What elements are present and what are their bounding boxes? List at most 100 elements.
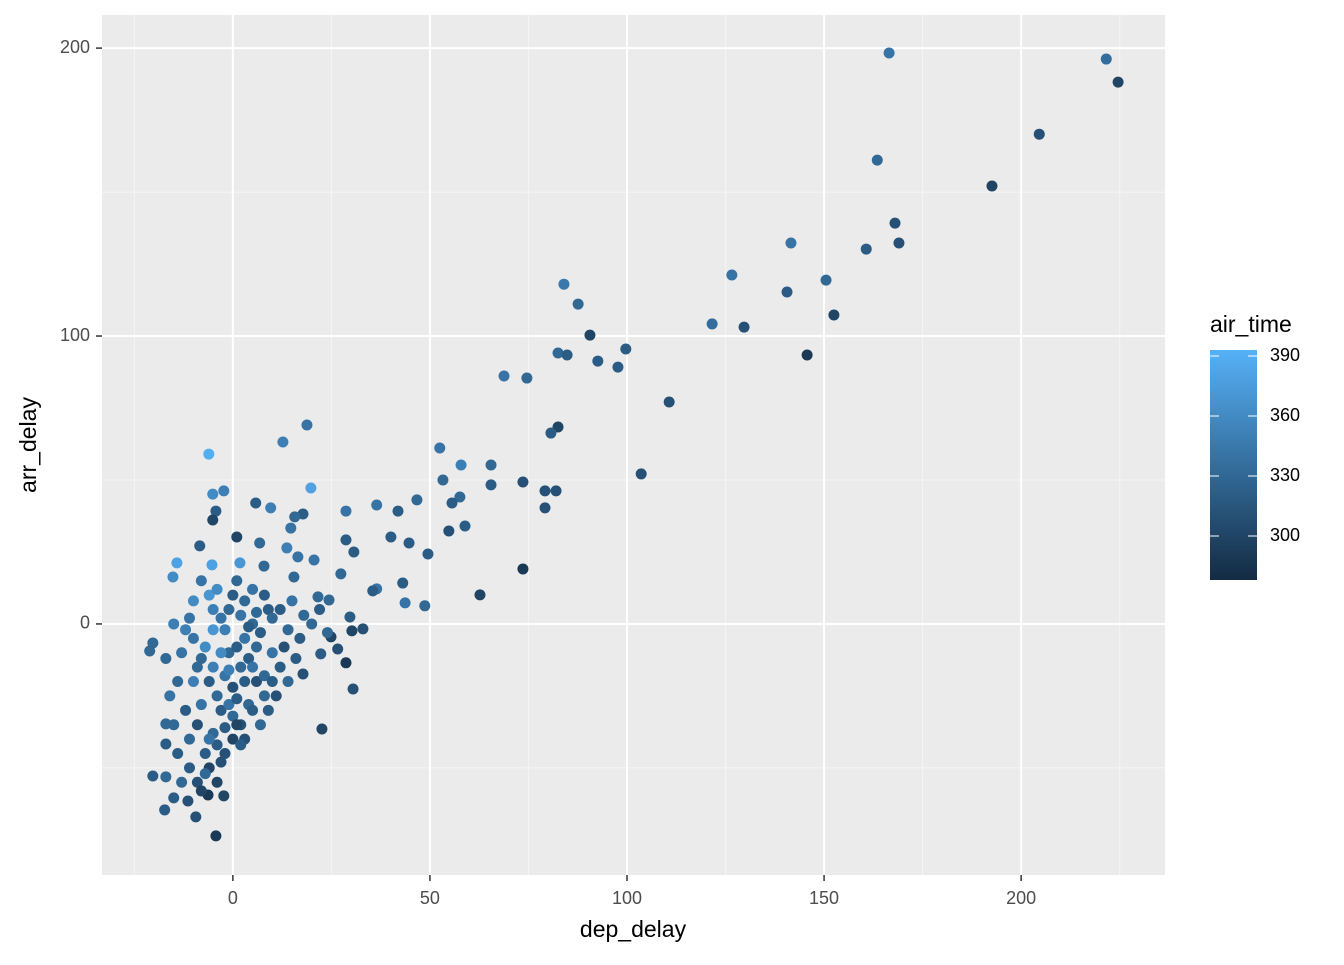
point [227,733,239,745]
point [323,594,335,606]
point [207,514,219,526]
point [195,699,207,711]
panel [102,15,1165,875]
y-tick-label: 100 [60,325,90,345]
point [883,47,895,59]
point [419,600,431,612]
point [144,645,156,657]
point [332,643,344,655]
point [550,485,562,497]
point [167,571,179,583]
point [893,237,905,249]
point [210,830,222,842]
point [191,661,203,673]
point [282,624,294,636]
point [168,618,180,630]
point [385,531,397,543]
point [871,154,883,166]
point [239,676,251,688]
colorbar-tick-label: 360 [1270,405,1300,425]
point [211,690,223,702]
point [235,661,247,673]
point [801,349,813,361]
point [223,604,235,616]
point [371,499,383,511]
point [367,585,379,597]
point [552,347,564,359]
point [539,485,551,497]
point [210,505,222,517]
point [348,546,360,558]
point [278,641,290,653]
point [357,623,369,635]
point [347,683,359,695]
point [195,575,207,587]
point [1033,128,1045,140]
point [454,491,466,503]
point [251,676,263,688]
point [434,442,446,454]
point [265,502,277,514]
point [251,641,263,653]
point [572,298,584,310]
point [521,372,533,384]
point [545,427,557,439]
point [207,624,219,636]
point [180,624,192,636]
point [282,676,294,688]
point [187,632,199,644]
point [160,738,172,750]
point [215,756,227,768]
point [203,676,215,688]
point [262,604,274,616]
point [446,497,458,509]
point [160,652,172,664]
point [485,459,497,471]
point [168,792,180,804]
point [288,571,300,583]
point [250,497,262,509]
point [239,632,251,644]
point [422,548,434,560]
point [294,632,306,644]
point [305,482,317,494]
point [860,243,872,255]
point [194,540,206,552]
point [281,542,293,554]
y-tick-label: 0 [80,613,90,633]
point [251,606,263,618]
point [314,604,326,616]
point [223,699,235,711]
point [298,609,310,621]
colorbar-tick-label: 330 [1270,465,1300,485]
point [199,768,211,780]
point [312,591,324,603]
point [266,612,278,624]
point [231,641,243,653]
point [726,269,738,281]
point [315,648,327,660]
x-tick-label: 100 [612,888,642,908]
point [231,531,243,543]
point [335,568,347,580]
point [592,355,604,367]
point [498,370,510,382]
point [785,237,797,249]
point [219,748,231,760]
point [247,661,259,673]
point [235,609,247,621]
point [235,739,247,751]
x-tick-label: 150 [809,888,839,908]
point [635,468,647,480]
point [301,419,313,431]
point [459,520,471,532]
x-tick-label: 50 [420,888,440,908]
point [168,719,180,731]
point [706,318,718,330]
point [211,583,223,595]
point [203,589,215,601]
point [231,719,243,731]
point [164,690,176,702]
point [292,551,304,563]
point [203,733,215,745]
